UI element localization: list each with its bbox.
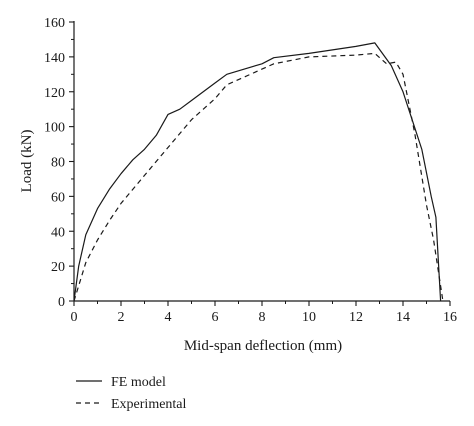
y-tick-label: 140 — [44, 51, 65, 66]
y-tick-label: 40 — [51, 225, 65, 240]
y-axis-ticks: 0 20 40 60 80 100 120 140 160 — [44, 16, 74, 310]
y-axis-label: Load (kN) — [19, 130, 35, 193]
x-axis-ticks: 0 2 4 6 8 10 12 14 16 — [71, 301, 457, 325]
x-tick-label: 14 — [396, 310, 410, 325]
x-tick-label: 0 — [71, 310, 78, 325]
x-tick-label: 4 — [165, 310, 172, 325]
y-tick-label: 20 — [51, 260, 65, 275]
x-axis-label: Mid-span deflection (mm) — [184, 338, 342, 354]
x-tick-label: 6 — [212, 310, 219, 325]
x-tick-label: 2 — [118, 310, 125, 325]
y-tick-label: 80 — [51, 156, 65, 171]
x-tick-label: 16 — [443, 310, 457, 325]
y-tick-label: 120 — [44, 86, 65, 101]
y-tick-label: 100 — [44, 121, 65, 136]
legend: FE model Experimental — [76, 375, 187, 412]
legend-label-experimental: Experimental — [111, 397, 187, 412]
series-line-fe-model — [73, 42, 442, 302]
y-tick-label: 0 — [58, 295, 65, 310]
series-line-experimental — [73, 52, 444, 302]
x-tick-label: 10 — [302, 310, 316, 325]
x-tick-label: 8 — [259, 310, 266, 325]
legend-label-fe-model: FE model — [111, 375, 166, 390]
y-tick-label: 160 — [44, 16, 65, 31]
y-tick-label: 60 — [51, 190, 65, 205]
x-tick-label: 12 — [349, 310, 363, 325]
series-layer — [73, 42, 444, 302]
